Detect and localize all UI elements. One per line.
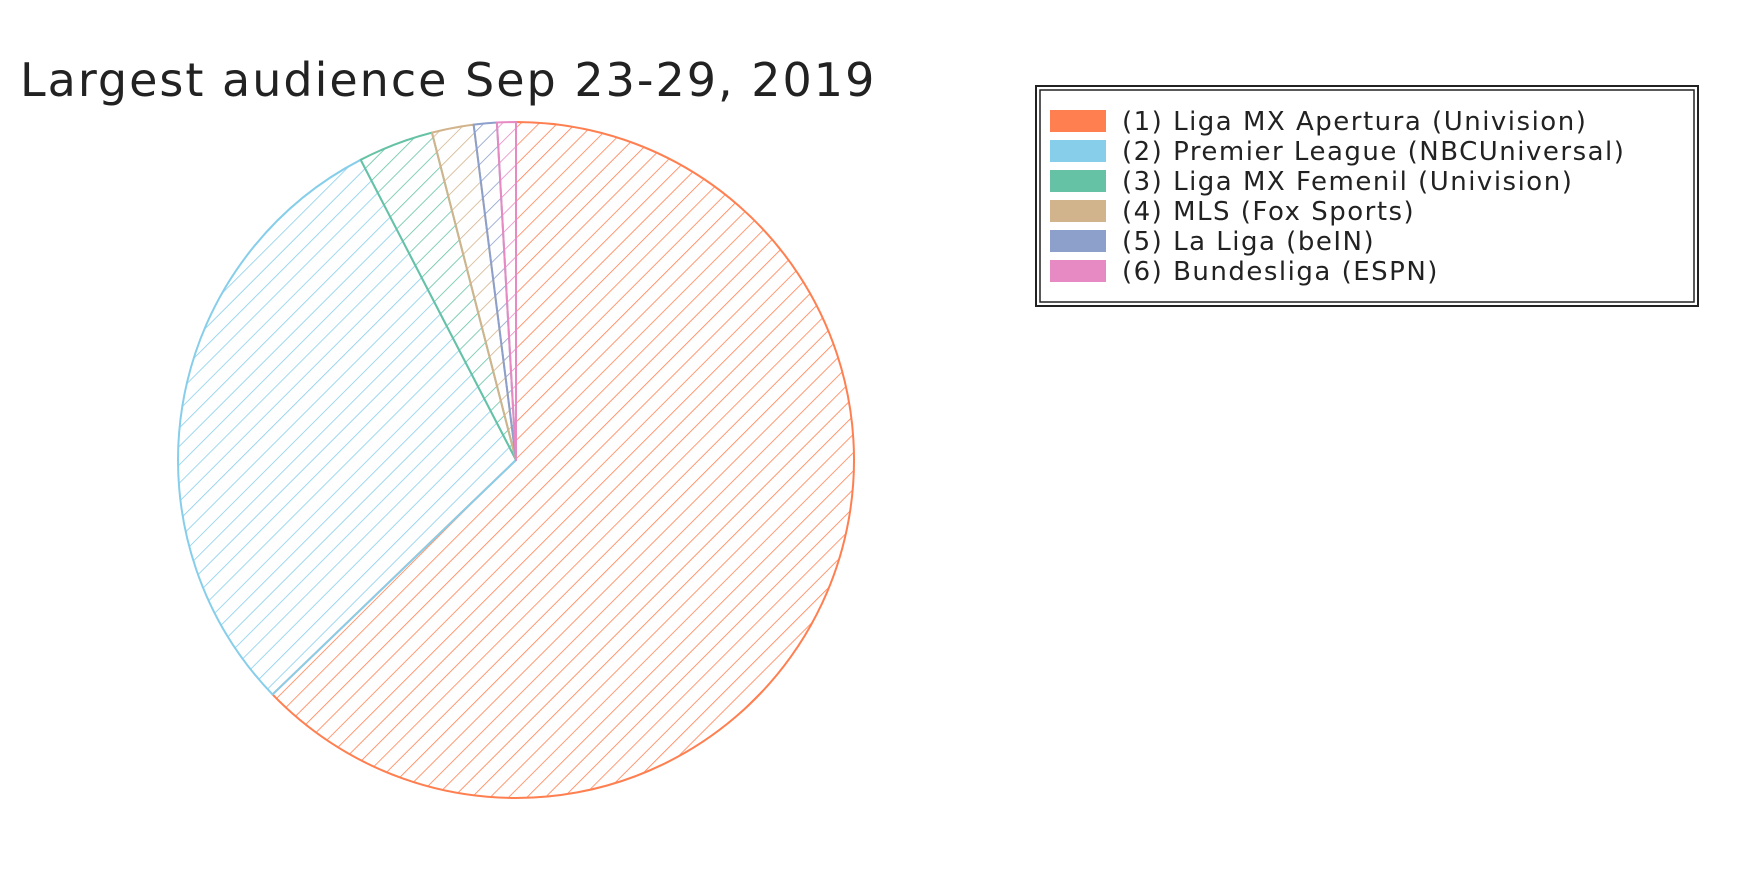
legend-label-liga-mx-femenil: (3) Liga MX Femenil (Univision) [1122,167,1573,197]
legend-frame [1035,85,1699,307]
pie-slices [177,121,856,799]
legend-label-liga-mx-apertura: (1) Liga MX Apertura (Univision) [1122,107,1587,137]
legend-swatch-mls [1050,200,1106,222]
pie-slice-liga-mx-apertura [271,121,856,799]
legend-swatch-bundesliga [1050,260,1106,282]
legend-swatch-la-liga [1050,230,1106,252]
chart-title: Largest audience Sep 23-29, 2019 [20,53,876,107]
legend-label-premier-league: (2) Premier League (NBCUniversal) [1122,137,1625,167]
legend-label-la-liga: (5) La Liga (beIN) [1122,227,1375,257]
legend: (1) Liga MX Apertura (Univision)(2) Prem… [1035,85,1699,307]
legend-swatch-liga-mx-apertura [1050,110,1106,132]
pie-slice-bundesliga [495,121,517,461]
legend-label-mls: (4) MLS (Fox Sports) [1122,197,1415,227]
legend-swatch-premier-league [1050,140,1106,162]
legend-frame-inner [1039,89,1695,303]
legend-swatch-liga-mx-femenil [1050,170,1106,192]
legend-label-bundesliga: (6) Bundesliga (ESPN) [1122,257,1439,287]
pie-slice-premier-league [177,158,517,696]
